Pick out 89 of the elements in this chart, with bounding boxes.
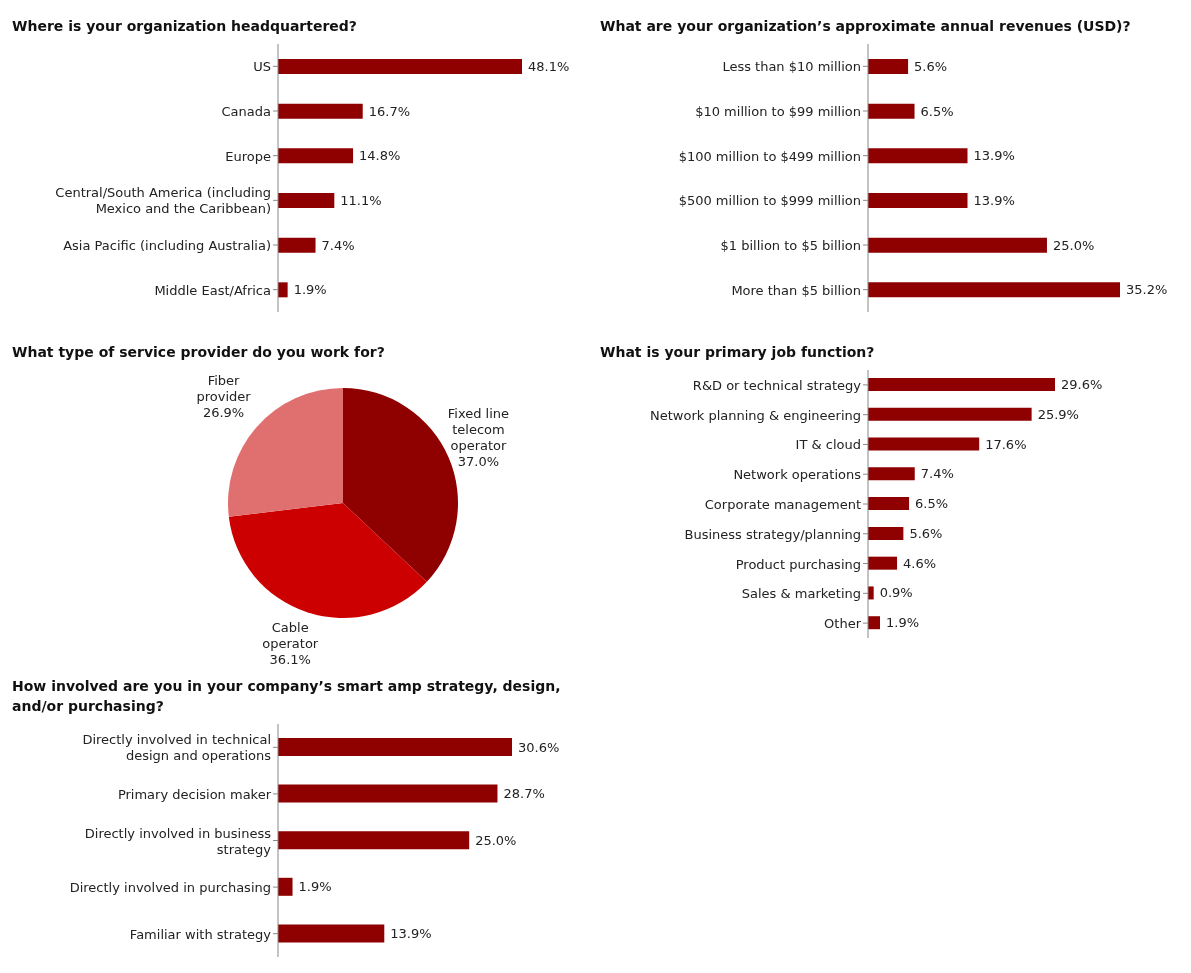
data-label: 1.9% xyxy=(886,615,920,631)
data-label: 13.9% xyxy=(390,925,432,941)
slice-label: Fixed line telecom operator xyxy=(447,405,510,453)
data-label: 5.6% xyxy=(914,59,948,74)
data-label: 1.9% xyxy=(298,879,332,895)
y-tick-label: $100 million to $499 million xyxy=(678,148,861,164)
y-tick-label: $1 billion to $5 billion xyxy=(720,237,861,253)
bar xyxy=(868,193,968,208)
data-label: 48.1% xyxy=(528,59,570,74)
y-tick-label: R&D or technical strategy xyxy=(692,377,862,393)
slice-label: Fiber provider xyxy=(196,372,252,404)
data-label: 25.9% xyxy=(1037,406,1079,422)
data-label: 25.0% xyxy=(475,832,517,848)
data-label: 4.6% xyxy=(903,555,937,571)
data-label: 6.5% xyxy=(920,103,954,119)
bar xyxy=(278,831,470,850)
y-tick-label: Network operations xyxy=(733,466,862,482)
bar xyxy=(278,282,288,298)
data-label: 7.4% xyxy=(920,466,954,482)
y-tick-label: Network planning & engineering xyxy=(649,407,861,423)
chart-title: What type of service provider do you work for? xyxy=(12,343,386,362)
data-label: 0.9% xyxy=(879,585,913,601)
y-tick-label: Directly involved in purchasing xyxy=(69,879,271,895)
data-label: 37.0% xyxy=(457,453,500,469)
data-label: 6.5% xyxy=(915,496,949,512)
bar xyxy=(868,103,915,119)
bar xyxy=(868,437,980,451)
bar xyxy=(868,148,968,164)
bar xyxy=(868,282,1120,298)
y-tick-label: Other xyxy=(824,615,862,631)
y-tick-label: Europe xyxy=(225,148,271,164)
y-tick-label: Primary decision maker xyxy=(117,786,272,802)
y-tick-label: Canada xyxy=(221,103,271,119)
bar xyxy=(868,497,910,511)
data-label: 26.9% xyxy=(202,404,245,420)
data-label: 28.7% xyxy=(503,786,545,802)
bar xyxy=(278,784,498,803)
data-label: 14.8% xyxy=(359,148,401,164)
data-label: 7.4% xyxy=(321,237,355,253)
y-tick-label: More than $5 billion xyxy=(731,282,861,298)
y-tick-label: Middle East/Africa xyxy=(154,282,271,298)
bar xyxy=(868,407,1032,421)
y-tick-label: Corporate management xyxy=(704,496,861,512)
bar xyxy=(278,193,335,208)
y-tick-label: Directly involved in business strategy xyxy=(84,825,272,856)
data-label: 5.6% xyxy=(909,525,943,541)
chart-title: Where is your organization headquartered? xyxy=(12,17,358,36)
bar xyxy=(278,103,363,119)
chart-title: What are your organization’s approximate annual revenues (USD)? xyxy=(600,17,1132,36)
bar xyxy=(868,556,898,570)
data-label: 1.9% xyxy=(293,282,327,298)
bar xyxy=(868,616,880,630)
y-tick-label: US xyxy=(253,58,271,74)
y-tick-label: Directly involved in technical design and operations xyxy=(82,731,272,763)
data-label: 13.9% xyxy=(973,193,1015,208)
y-tick-label: IT & cloud xyxy=(795,436,861,452)
bar xyxy=(868,378,1055,391)
data-label: 35.2% xyxy=(1126,282,1168,298)
bar xyxy=(278,924,385,943)
text: What is your primary job function? xyxy=(600,343,876,362)
y-tick-label: $10 million to $99 million xyxy=(695,103,861,119)
y-tick-label: Asia Pacific (including Australia) xyxy=(63,237,271,253)
pie-slice xyxy=(228,503,427,618)
data-label: 29.6% xyxy=(1061,377,1103,392)
bar xyxy=(868,59,909,74)
data-label: 30.6% xyxy=(518,739,560,755)
bar xyxy=(278,877,293,896)
slice-label: Cable operator xyxy=(262,619,319,651)
data-label: 17.6% xyxy=(985,436,1027,452)
bar xyxy=(868,467,915,481)
data-label: 36.1% xyxy=(269,651,311,667)
y-tick-label: Business strategy/planning xyxy=(684,526,861,542)
bar xyxy=(868,526,904,540)
y-tick-label: Familiar with strategy xyxy=(129,926,272,942)
y-tick-label: $500 million to $999 million xyxy=(678,192,861,208)
y-tick-label: Product purchasing xyxy=(735,556,861,572)
bar xyxy=(868,237,1047,253)
data-label: 25.0% xyxy=(1052,237,1095,253)
data-label: 13.9% xyxy=(973,148,1015,164)
chart-title: How involved are you in your company’s smart amp strategy, design, and/or purchasing? xyxy=(12,677,562,716)
bar xyxy=(278,59,522,74)
y-tick-label: Central/South America (including Mexico and the Caribbean) xyxy=(55,184,271,216)
bar xyxy=(278,738,512,756)
data-label: 16.7% xyxy=(368,103,411,119)
bar xyxy=(278,237,316,253)
y-tick-label: Sales & marketing xyxy=(741,585,861,601)
data-label: 11.1% xyxy=(340,193,382,208)
bar xyxy=(278,148,354,164)
y-tick-label: Less than $10 million xyxy=(722,58,861,74)
